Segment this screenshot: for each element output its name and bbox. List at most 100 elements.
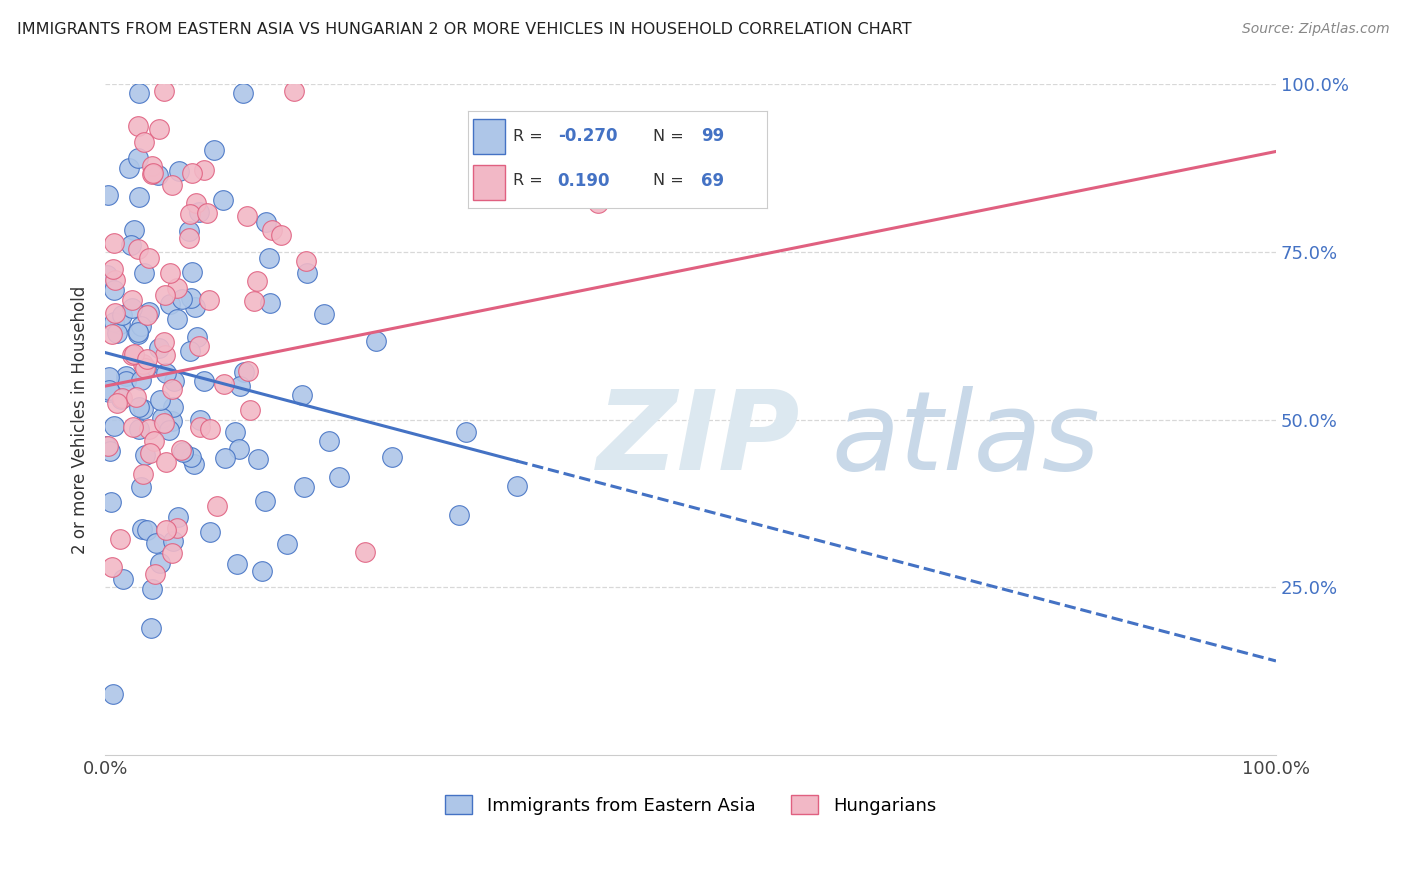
Point (225, 558, 247, 572)
Point (242, 294, 264, 309)
Point (262, 223, 284, 237)
Point (141, 159, 163, 173)
Point (456, 425, 478, 440)
Point (188, 420, 211, 434)
Point (381, 450, 404, 464)
Point (163, 374, 186, 388)
Point (259, 296, 281, 310)
Point (224, 425, 246, 439)
Point (276, 537, 298, 551)
Point (153, 335, 176, 350)
Point (98, 385, 121, 400)
Point (108, 317, 131, 331)
Point (143, 567, 166, 582)
Point (184, 196, 207, 211)
Point (193, 374, 215, 388)
Point (97, 439, 120, 453)
Point (257, 252, 280, 266)
Point (129, 318, 152, 333)
Point (124, 390, 146, 404)
Point (149, 556, 172, 570)
Point (150, 411, 173, 425)
Point (127, 326, 149, 341)
Point (128, 190, 150, 204)
Y-axis label: 2 or more Vehicles in Household: 2 or more Vehicles in Household (72, 285, 89, 554)
Point (166, 312, 188, 326)
Point (101, 326, 124, 341)
Point (295, 254, 318, 268)
Point (104, 305, 127, 319)
Point (179, 230, 201, 244)
Legend: Immigrants from Eastern Asia, Hungarians: Immigrants from Eastern Asia, Hungarians (437, 788, 943, 822)
Point (186, 330, 208, 344)
Point (132, 402, 155, 417)
Point (180, 291, 202, 305)
Point (131, 357, 153, 371)
Point (170, 442, 193, 457)
Point (138, 422, 160, 436)
Point (98, 383, 121, 397)
Point (142, 434, 165, 448)
Text: atlas: atlas (831, 386, 1099, 493)
Point (132, 266, 155, 280)
Point (292, 480, 315, 494)
Point (94, 439, 117, 453)
Point (111, 391, 134, 405)
Point (195, 206, 218, 220)
Point (270, 228, 292, 243)
Point (172, 445, 194, 459)
Point (103, 236, 125, 251)
Point (198, 422, 221, 436)
Point (110, 392, 132, 407)
Point (162, 414, 184, 428)
Point (181, 166, 204, 180)
Point (198, 293, 221, 308)
Point (155, 523, 177, 537)
Point (179, 207, 201, 221)
Point (145, 536, 167, 550)
Point (134, 360, 156, 375)
Point (170, 292, 193, 306)
Point (188, 205, 211, 219)
Point (328, 470, 350, 484)
Point (214, 377, 236, 392)
Point (364, 334, 387, 348)
Point (169, 164, 191, 178)
Point (128, 422, 150, 436)
Point (233, 365, 256, 379)
Point (229, 379, 252, 393)
Point (135, 523, 157, 537)
Point (115, 374, 138, 388)
Point (127, 243, 149, 257)
Point (193, 162, 215, 177)
Point (128, 86, 150, 100)
Point (177, 224, 200, 238)
Point (211, 194, 233, 208)
Point (447, 508, 470, 522)
Point (100, 559, 122, 574)
Point (103, 283, 125, 297)
Point (138, 305, 160, 319)
Point (121, 293, 143, 308)
Point (236, 209, 259, 223)
Point (183, 457, 205, 471)
Point (283, 84, 305, 98)
Point (142, 166, 165, 180)
Point (105, 395, 128, 409)
Point (128, 400, 150, 414)
Point (188, 413, 211, 427)
Point (96, 268, 118, 282)
Point (200, 524, 222, 539)
Point (167, 509, 190, 524)
Point (187, 339, 209, 353)
Point (139, 446, 162, 460)
Point (291, 388, 314, 402)
Point (101, 262, 124, 277)
Point (97, 187, 120, 202)
Point (153, 84, 176, 98)
Point (157, 424, 180, 438)
Point (254, 494, 277, 508)
Point (121, 301, 143, 316)
Point (111, 308, 134, 322)
Point (132, 135, 155, 149)
